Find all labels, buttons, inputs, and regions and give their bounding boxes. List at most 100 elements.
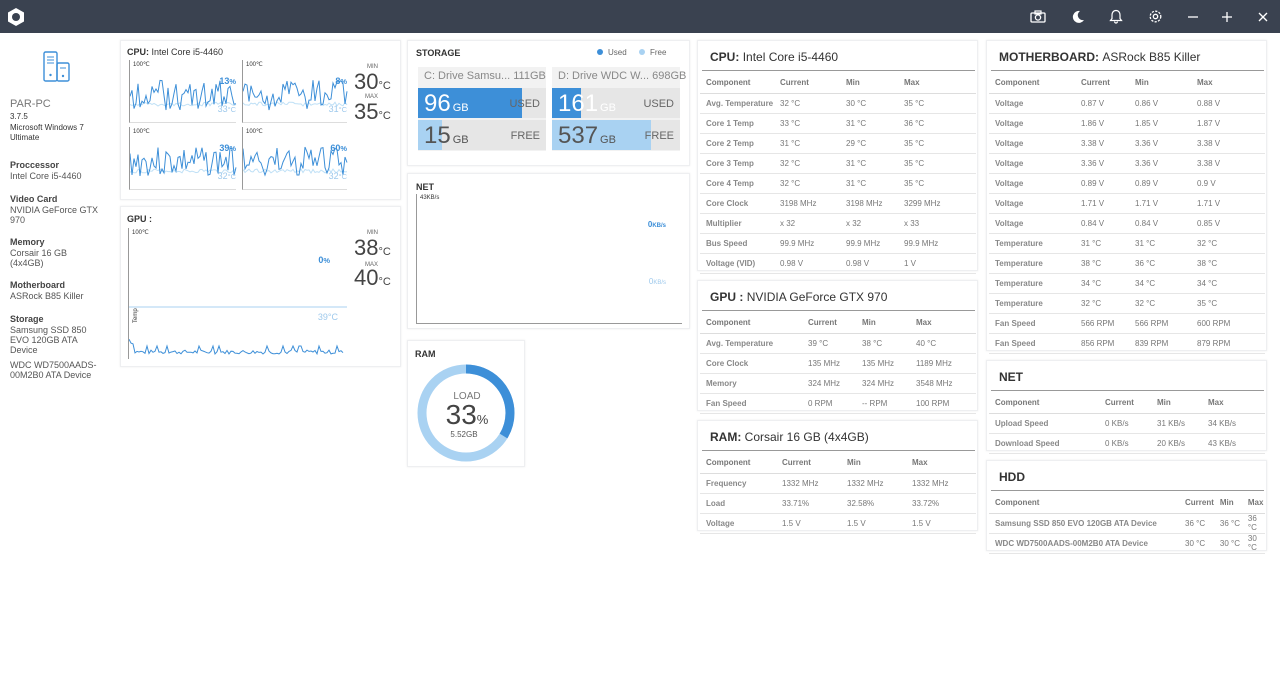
table-cell: 3548 MHz bbox=[910, 373, 976, 394]
cpu-table-panel: CPU: Intel Core i5-4460 Component Current… bbox=[697, 40, 978, 274]
table-cell: 34 KB/s bbox=[1202, 413, 1265, 434]
table-cell: Avg. Temperature bbox=[700, 93, 774, 114]
table-cell: 3299 MHz bbox=[898, 193, 976, 214]
used-legend: Used bbox=[608, 48, 627, 57]
table-cell: 36 °C bbox=[1213, 513, 1242, 534]
table-cell: Voltage bbox=[989, 133, 1075, 154]
ram-gauge bbox=[417, 364, 515, 462]
table-cell: 32 °C bbox=[774, 153, 840, 174]
table-cell: 100 RPM bbox=[910, 393, 976, 414]
column-header: Component bbox=[989, 73, 1075, 94]
table-cell: 3.38 V bbox=[1075, 133, 1129, 154]
table-cell: 566 RPM bbox=[1129, 313, 1191, 334]
table-cell: 0.98 V bbox=[774, 253, 840, 274]
table-cell: 1.71 V bbox=[1129, 193, 1191, 214]
app-logo-icon[interactable] bbox=[6, 7, 26, 27]
column-header: Min bbox=[841, 453, 906, 474]
gpu-chart: 100℃ Temp 0% 39°C bbox=[128, 228, 348, 359]
core3-chart: 100℃ 39% 32°C bbox=[129, 127, 237, 190]
table-cell: 0.89 V bbox=[1129, 173, 1191, 194]
table-cell: 1332 MHz bbox=[776, 473, 841, 494]
table-cell: 33.72% bbox=[906, 493, 976, 514]
table-cell: 31 °C bbox=[1129, 233, 1191, 254]
cpu-panel: CPU: Intel Core i5-4460 100℃ 13% 33°C 10… bbox=[120, 40, 401, 200]
table-cell: 31 °C bbox=[840, 113, 898, 134]
column-header: Max bbox=[898, 73, 976, 94]
moon-icon[interactable] bbox=[1061, 0, 1095, 33]
table-cell: 31 KB/s bbox=[1151, 413, 1202, 434]
table-cell: 35 °C bbox=[898, 173, 976, 194]
table-row: Core 3 Temp 32 °C 31 °C 35 °C bbox=[700, 153, 976, 174]
table-cell: 34 °C bbox=[1129, 273, 1191, 294]
ram-table-panel: RAM: Corsair 16 GB (4x4GB) Component Curr… bbox=[697, 420, 978, 534]
table-cell: 0 KB/s bbox=[1099, 433, 1151, 454]
table-cell: 0 KB/s bbox=[1099, 413, 1151, 434]
table-row: Voltage 1.71 V 1.71 V 1.71 V bbox=[989, 193, 1265, 214]
bell-icon[interactable] bbox=[1099, 0, 1133, 33]
table-cell: 39 °C bbox=[802, 333, 856, 354]
table-cell: 1.5 V bbox=[776, 513, 841, 534]
video-card-heading: Video Card bbox=[10, 194, 58, 204]
core4-chart: 100℃ 60% 32°C bbox=[242, 127, 348, 190]
table-cell: Samsung SSD 850 EVO 120GB ATA Device bbox=[989, 513, 1179, 534]
title-bar bbox=[0, 0, 1280, 33]
table-cell: 32 °C bbox=[774, 93, 840, 114]
ram-load-label: LOAD bbox=[453, 391, 481, 402]
motherboard-value: ASRock B85 Killer bbox=[10, 291, 84, 301]
column-header: Max bbox=[1202, 393, 1265, 414]
table-cell: 38 °C bbox=[1191, 253, 1265, 274]
table-row: Avg. Temperature 32 °C 30 °C 35 °C bbox=[700, 93, 976, 114]
column-header: Max bbox=[906, 453, 976, 474]
table-row: Fan Speed 0 RPM -- RPM 100 RPM bbox=[700, 393, 976, 414]
table-cell: 0.85 V bbox=[1191, 213, 1265, 234]
camera-icon[interactable] bbox=[1021, 0, 1055, 33]
table-cell: 35 °C bbox=[1191, 293, 1265, 314]
minimize-icon[interactable] bbox=[1176, 0, 1210, 33]
table-row: Download Speed 0 KB/s 20 KB/s 43 KB/s bbox=[989, 433, 1265, 454]
table-cell: Temperature bbox=[989, 293, 1075, 314]
table-cell: x 32 bbox=[774, 213, 840, 234]
table-row: Voltage 0.87 V 0.86 V 0.88 V bbox=[989, 93, 1265, 114]
net-panel: NET 43KB/s 0KB/s 0KB/s bbox=[407, 173, 690, 329]
drive-c[interactable]: C: Drive Samsu... 111GB 96 GB USED 15 GB F… bbox=[418, 67, 546, 151]
close-icon[interactable] bbox=[1246, 0, 1280, 33]
column-header: Component bbox=[989, 493, 1179, 514]
cpu-table-title: CPU: Intel Core i5-4460 bbox=[710, 50, 839, 64]
motherboard-table-panel: MOTHERBOARD: ASRock B85 Killer Component… bbox=[986, 40, 1267, 354]
table-row: Samsung SSD 850 EVO 120GB ATA Device 36 °… bbox=[989, 513, 1265, 534]
gear-icon[interactable] bbox=[1138, 0, 1172, 33]
table-cell: Temperature bbox=[989, 253, 1075, 274]
gpu-panel: GPU : 100℃ Temp 0% 39°C MIN 38°C MAX 40°… bbox=[120, 206, 401, 367]
table-cell: 3198 MHz bbox=[840, 193, 898, 214]
free-legend-dot bbox=[639, 49, 645, 55]
table-cell: 38 °C bbox=[1075, 253, 1129, 274]
table-cell: 1.5 V bbox=[906, 513, 976, 534]
table-cell: 1.85 V bbox=[1129, 113, 1191, 134]
table-cell: WDC WD7500AADS-00M2B0 ATA Device bbox=[989, 533, 1179, 554]
drive-d[interactable]: D: Drive WDC W... 698GB 161 GB USED 537 GB… bbox=[552, 67, 686, 151]
table-row: Avg. Temperature 39 °C 38 °C 40 °C bbox=[700, 333, 976, 354]
net-title: NET bbox=[416, 182, 434, 192]
table-cell: 3.36 V bbox=[1129, 153, 1191, 174]
table-cell: Fan Speed bbox=[989, 313, 1075, 334]
storage-value-1: Samsung SSD 850 EVO 120GB ATA Device bbox=[10, 325, 87, 355]
processor-value: Intel Core i5-4460 bbox=[10, 171, 82, 181]
maximize-icon[interactable] bbox=[1210, 0, 1244, 33]
column-header: Max bbox=[1191, 73, 1265, 94]
table-row: Voltage 1.5 V 1.5 V 1.5 V bbox=[700, 513, 976, 534]
table-cell: 30 °C bbox=[1179, 533, 1214, 554]
storage-heading: Storage bbox=[10, 314, 44, 324]
table-cell: Fan Speed bbox=[700, 393, 802, 414]
table-cell: Core 4 Temp bbox=[700, 173, 774, 194]
table-row: Core Clock 135 MHz 135 MHz 1189 MHz bbox=[700, 353, 976, 374]
table-row: Temperature 34 °C 34 °C 34 °C bbox=[989, 273, 1265, 294]
column-header: Current bbox=[1075, 73, 1129, 94]
ram-used: 5.52GB bbox=[450, 430, 478, 439]
drive-c-free-bar: 15 GB FREE bbox=[418, 120, 546, 150]
gpu-min-label: MIN bbox=[367, 230, 378, 236]
drive-d-used-bar: 161 GB USED bbox=[552, 88, 680, 118]
table-row: Voltage 3.38 V 3.36 V 3.38 V bbox=[989, 133, 1265, 154]
table-cell: 324 MHz bbox=[802, 373, 856, 394]
table-cell: Core 3 Temp bbox=[700, 153, 774, 174]
column-header: Min bbox=[1129, 73, 1191, 94]
